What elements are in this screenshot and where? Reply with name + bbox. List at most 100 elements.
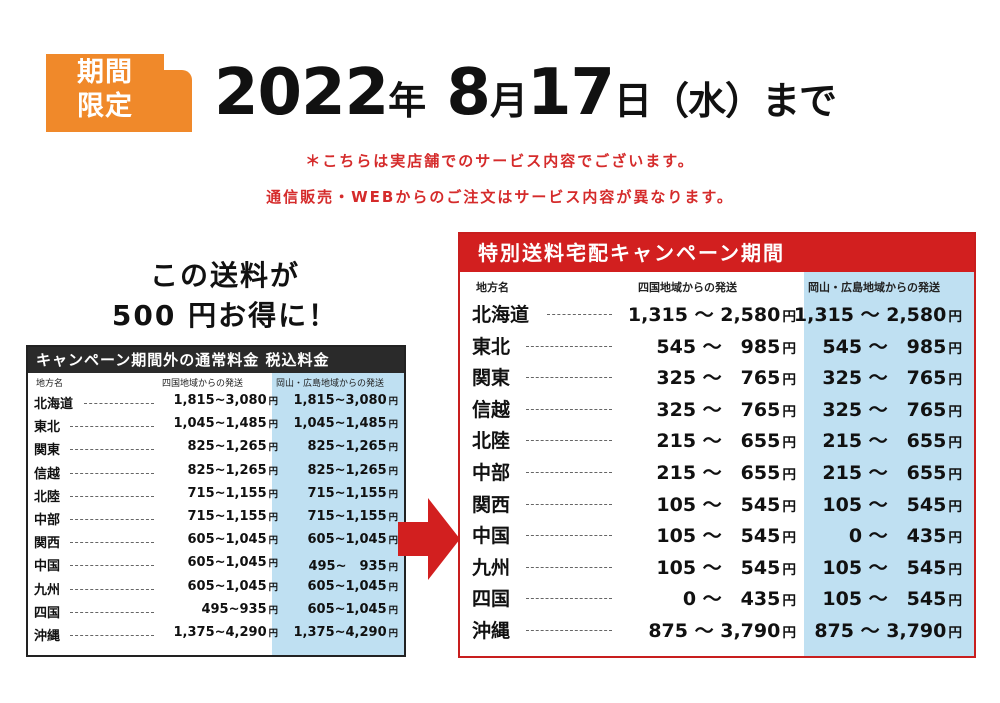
shikoku-price: 605~1,045 円 <box>187 532 278 548</box>
campaign-table-row: 信越 325 ～ 765 円 325 ～ 765 円 <box>472 395 968 425</box>
leader-dots <box>70 495 154 497</box>
regular-table-row: 東北 1,045~1,485 円 1,045~1,485 円 <box>34 416 398 437</box>
regular-price-table: キャンペーン期間外の通常料金 税込料金 地方名 四国地域からの発送 岡山・広島地… <box>26 345 406 657</box>
region-name: 中部 <box>472 462 511 484</box>
okayama-price: 325 ～ 765 円 <box>822 367 962 390</box>
okayama-price: 1,045~1,485 円 <box>293 416 399 432</box>
okayama-price: 825~1,265 円 <box>307 439 398 455</box>
regular-table-row: 北海道 1,815~3,080 円 1,815~3,080 円 <box>34 393 398 414</box>
okayama-price: 715~1,155 円 <box>307 509 398 524</box>
campaign-table-row: 九州 105 ～ 545 円 105 ～ 545 円 <box>472 553 968 583</box>
okayama-price: 105 ～ 545 円 <box>822 493 962 516</box>
okayama-price: 495~ 935 円 <box>308 559 398 575</box>
badge-text: 期間 限定 <box>46 56 164 124</box>
region-name: 関東 <box>34 443 61 459</box>
shikoku-price: 215 ～ 655 円 <box>656 430 796 453</box>
regular-table-row: 関東 825~1,265 円 825~1,265 円 <box>34 439 398 460</box>
leader-dots <box>70 611 154 613</box>
leader-dots <box>70 426 154 428</box>
region-name: 関西 <box>34 536 61 552</box>
leader-dots <box>70 449 154 451</box>
leader-dots <box>526 630 612 631</box>
okayama-column-highlight <box>804 272 974 656</box>
campaign-table-row: 中国 105 ～ 545 円 0 ～ 435 円 <box>472 521 968 551</box>
leader-dots <box>526 566 612 568</box>
regular-table-row: 沖縄 1,375~4,290 円 1,375~4,290 円 <box>34 625 398 646</box>
shikoku-price: 325 ～ 765 円 <box>656 367 796 390</box>
region-name: 沖縄 <box>472 620 511 642</box>
deadline-year: 2022 <box>214 56 389 130</box>
okayama-price: 605~1,045 円 <box>307 578 398 594</box>
leader-dots <box>526 440 612 442</box>
region-name: 東北 <box>472 335 511 358</box>
shikoku-price: 825~1,265 円 <box>187 439 278 455</box>
leader-dots <box>84 403 154 404</box>
region-name: 中部 <box>34 513 61 528</box>
shikoku-price: 715~1,155 円 <box>187 509 278 524</box>
okayama-price: 215 ～ 655 円 <box>822 462 962 484</box>
region-name: 関西 <box>472 493 511 516</box>
shikoku-price: 1,315 ～ 2,580 円 <box>627 304 796 326</box>
campaign-table-row: 関東 325 ～ 765 円 325 ～ 765 円 <box>472 363 968 393</box>
regular-col-shikoku: 四国地域からの発送 <box>162 379 244 389</box>
regular-table-title: キャンペーン期間外の通常料金 税込料金 <box>28 347 404 373</box>
region-name: 九州 <box>472 556 511 579</box>
regular-col-region: 地方名 <box>36 379 64 389</box>
campaign-table-title: 特別送料宅配キャンペーン期間 <box>460 234 974 272</box>
shikoku-price: 825~1,265 円 <box>187 462 278 478</box>
okayama-price: 0 ～ 435 円 <box>848 525 962 548</box>
regular-table-row: 北陸 715~1,155 円 715~1,155 円 <box>34 486 398 507</box>
region-name: 北海道 <box>472 304 530 326</box>
region-name: 中国 <box>34 559 61 575</box>
campaign-table-row: 中部 215 ～ 655 円 215 ～ 655 円 <box>472 458 968 488</box>
leader-dots <box>70 519 154 520</box>
arrow-right-icon <box>398 498 460 580</box>
okayama-price: 605~1,045 円 <box>307 601 398 617</box>
campaign-col-region: 地方名 <box>476 281 509 294</box>
okayama-price: 875 ～ 3,790 円 <box>814 620 962 642</box>
badge-truck-cab <box>164 70 192 132</box>
regular-table-row: 中国 605~1,045 円 495~ 935 円 <box>34 555 398 576</box>
regular-table-row: 中部 715~1,155 円 715~1,155 円 <box>34 509 398 530</box>
region-name: 北陸 <box>34 489 61 505</box>
promo-text: この送料が 500 円お得に！ <box>80 256 370 336</box>
okayama-price: 545 ～ 985 円 <box>822 335 962 358</box>
leader-dots <box>526 535 612 537</box>
leader-dots <box>526 408 612 410</box>
campaign-table-row: 北陸 215 ～ 655 円 215 ～ 655 円 <box>472 426 968 456</box>
deadline-day-unit: 日 <box>614 79 652 123</box>
shikoku-price: 215 ～ 655 円 <box>656 462 796 484</box>
okayama-price: 605~1,045 円 <box>307 532 398 548</box>
region-name: 北陸 <box>472 430 511 453</box>
region-name: 四国 <box>34 605 61 621</box>
campaign-deadline: 2022年 8月17日（水）まで <box>214 56 837 136</box>
region-name: 沖縄 <box>34 629 61 644</box>
campaign-table-row: 東北 545 ～ 985 円 545 ～ 985 円 <box>472 332 968 362</box>
leader-dots <box>70 588 154 590</box>
leader-dots <box>70 472 154 474</box>
leader-dots <box>526 345 612 347</box>
leader-dots <box>526 503 612 505</box>
region-name: 信越 <box>34 466 61 482</box>
region-name: 中国 <box>472 525 511 548</box>
region-name: 関東 <box>472 367 511 390</box>
okayama-price: 825~1,265 円 <box>307 462 398 478</box>
deadline-weekday: （水）まで <box>651 79 837 123</box>
online-order-note: 通信販売・WEBからのご注文はサービス内容が異なります。 <box>266 188 734 206</box>
shikoku-price: 495~935 円 <box>201 601 278 617</box>
shikoku-price: 105 ～ 545 円 <box>656 525 796 548</box>
campaign-col-shikoku: 四国地域からの発送 <box>638 281 737 294</box>
shikoku-price: 545 ～ 985 円 <box>656 335 796 358</box>
leader-dots <box>547 314 612 315</box>
shikoku-price: 1,045~1,485 円 <box>173 416 279 432</box>
campaign-table-row: 沖縄 875 ～ 3,790 円 875 ～ 3,790 円 <box>472 616 968 646</box>
badge-body <box>46 54 164 132</box>
promo-line2: 500 円お得に！ <box>111 299 339 332</box>
regular-table-row: 九州 605~1,045 円 605~1,045 円 <box>34 579 398 600</box>
leader-dots <box>70 565 154 567</box>
badge-line2: 限定 <box>77 91 133 122</box>
okayama-price: 1,315 ～ 2,580 円 <box>793 304 962 326</box>
regular-table-row: 信越 825~1,265 円 825~1,265 円 <box>34 463 398 484</box>
leader-dots <box>526 472 612 473</box>
shikoku-price: 1,375~4,290 円 <box>173 625 279 640</box>
